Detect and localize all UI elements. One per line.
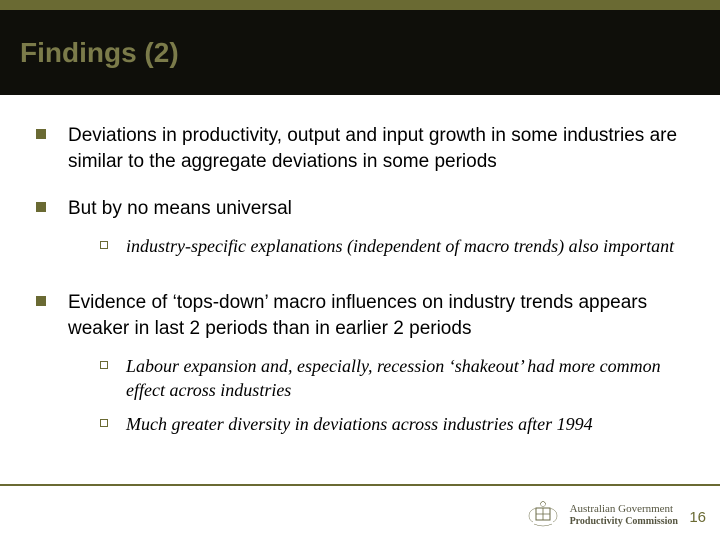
square-bullet-icon [36,202,46,212]
footer: Australian Government Productivity Commi… [0,484,720,540]
bullet-item: But by no means universal industry-speci… [36,196,684,268]
bullet-text: Deviations in productivity, output and i… [68,123,684,174]
sub-bullet-text: industry-specific explanations (independ… [126,234,674,258]
sub-bullet-text: Labour expansion and, especially, recess… [126,354,684,403]
coat-of-arms-icon [524,496,562,534]
footer-divider [0,484,720,486]
crest-svg [524,496,562,534]
hollow-square-bullet-icon [100,241,108,249]
bullet-item: Deviations in productivity, output and i… [36,123,684,174]
hollow-square-bullet-icon [100,419,108,427]
sub-bullet-text: Much greater diversity in deviations acr… [126,412,593,436]
gov-logo: Australian Government Productivity Commi… [524,496,678,534]
title-band: Findings (2) [0,10,720,95]
hollow-square-bullet-icon [100,361,108,369]
slide-title: Findings (2) [20,37,179,69]
logo-line1: Australian Government [570,503,678,515]
slide: Findings (2) Deviations in productivity,… [0,0,720,540]
slide-number: 16 [689,509,706,526]
logo-text: Australian Government Productivity Commi… [570,503,678,526]
top-accent-bar [0,0,720,10]
sub-bullet-item: Labour expansion and, especially, recess… [100,354,684,403]
bullet-item: Evidence of ‘tops-down’ macro influences… [36,290,684,446]
sub-bullet-list: Labour expansion and, especially, recess… [100,354,684,437]
square-bullet-icon [36,296,46,306]
sub-bullet-list: industry-specific explanations (independ… [100,234,684,258]
bullet-text: Evidence of ‘tops-down’ macro influences… [68,290,684,341]
bullet-text: But by no means universal [68,196,684,222]
sub-bullet-item: Much greater diversity in deviations acr… [100,412,684,436]
logo-line2: Productivity Commission [570,516,678,527]
square-bullet-icon [36,129,46,139]
sub-bullet-item: industry-specific explanations (independ… [100,234,684,258]
content-area: Deviations in productivity, output and i… [0,95,720,540]
